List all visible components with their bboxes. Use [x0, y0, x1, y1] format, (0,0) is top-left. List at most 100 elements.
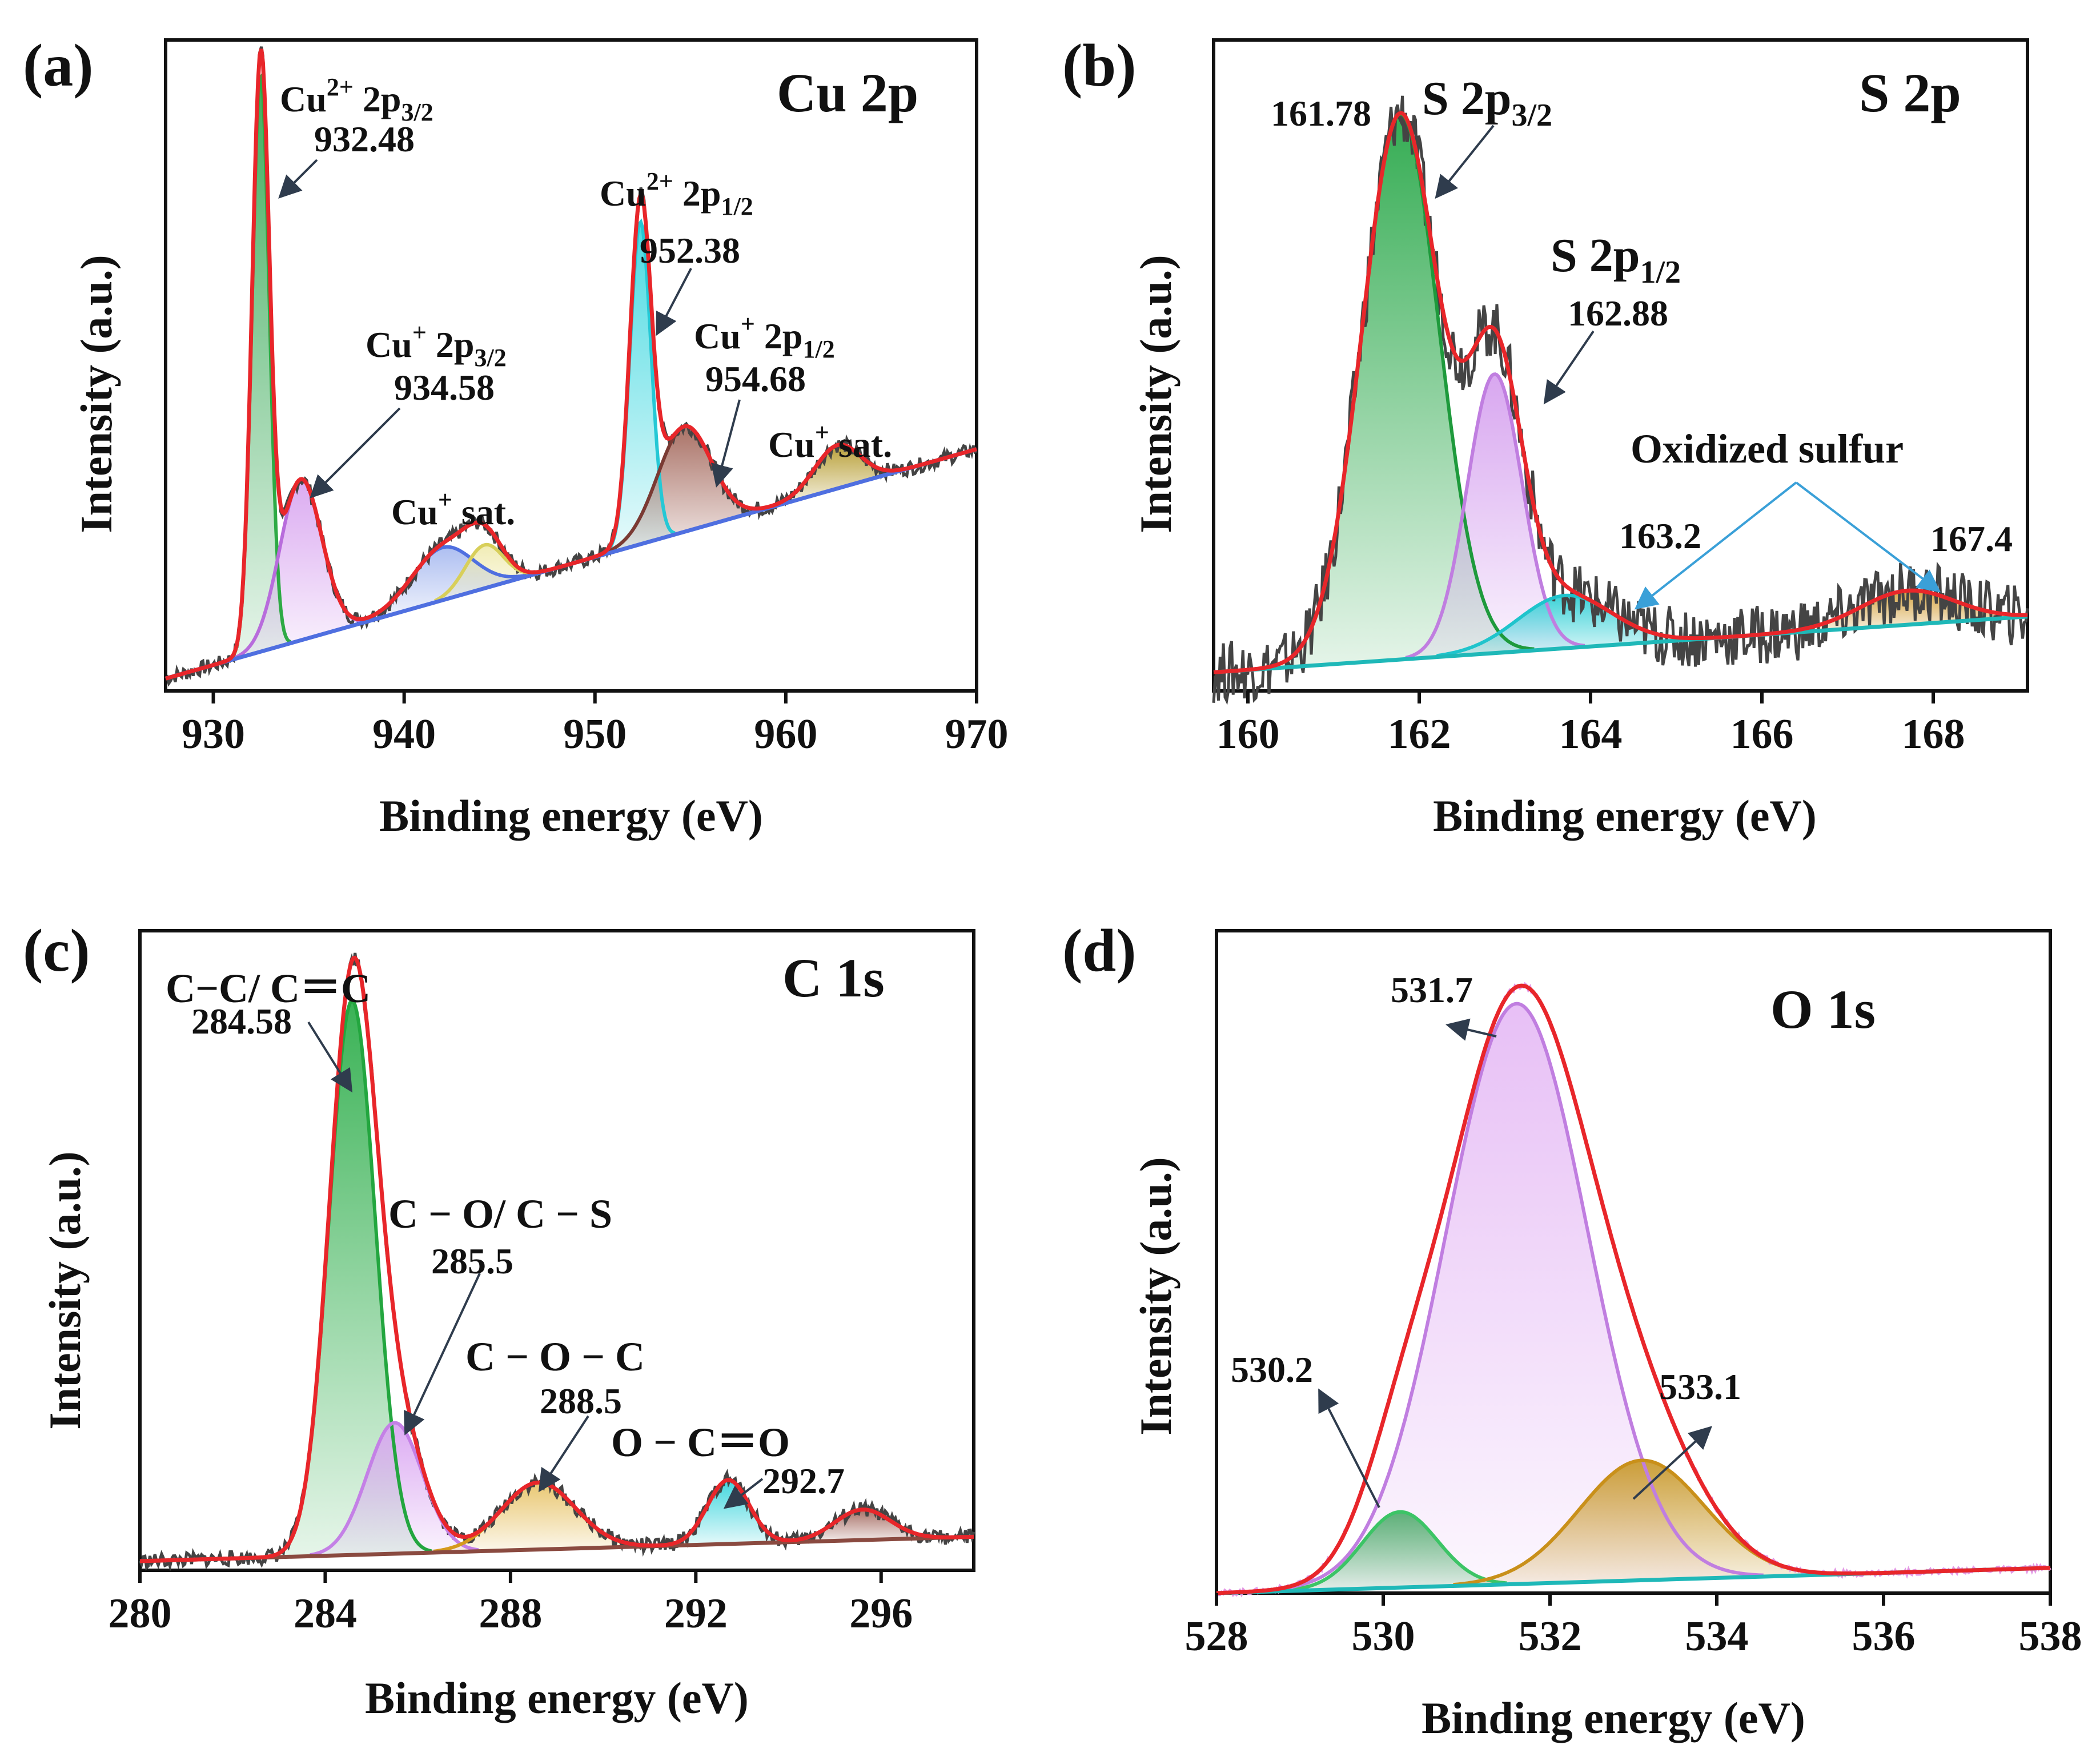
peak-line-b-1 [1405, 372, 1585, 660]
xtick-label-d-5: 538 [2019, 1613, 2082, 1660]
panel-b-letter: (b) [1062, 32, 1137, 99]
ann-s2p32-label: S 2p3/2 [1422, 72, 1552, 133]
ann-s2p12-value: 162.88 [1568, 293, 1668, 333]
peak-fill-b-2 [1436, 595, 1694, 657]
ann-cc-label: C−C/ C＝C [166, 966, 371, 1011]
xtick-label-c-2: 288 [479, 1590, 542, 1637]
ann-cu2-2p32-value: 932.48 [314, 119, 415, 159]
peak-fill-a-6 [777, 444, 897, 506]
ann-coc-value: 288.5 [540, 1381, 622, 1421]
panel-d-letter: (d) [1062, 917, 1137, 984]
panel-d-ylabel: Intensity (a.u.) [1131, 1157, 1181, 1436]
arrow-284 [307, 1021, 353, 1093]
peak-line-c-1 [310, 1421, 479, 1557]
xtick-label-c-1: 284 [294, 1590, 357, 1637]
ann-oco-label: O − C＝O [611, 1420, 790, 1465]
ann-533-value: 533.1 [1659, 1366, 1741, 1407]
panel-a-xlabel: Binding energy (eV) [379, 791, 763, 841]
plot-frame-c [138, 929, 975, 1572]
arrow-932 [278, 159, 318, 199]
raw-data-c [138, 952, 975, 1572]
panel-d: (d) O 1s Binding energy (eV) Intensity (… [1062, 917, 2082, 1743]
ann-s2p32-value: 161.78 [1271, 93, 1371, 134]
panel-b-xlabel: Binding energy (eV) [1433, 791, 1817, 841]
xtick-label-d-2: 532 [1519, 1613, 1582, 1660]
panel-b-ylabel: Intensity (a.u.) [1131, 255, 1181, 533]
ann-cu2-2p12-value: 952.38 [640, 230, 740, 271]
peak-fill-a-1 [235, 479, 366, 659]
envelope-c [139, 955, 974, 1563]
xtick-label-a-0: 930 [182, 711, 245, 758]
ann-cu1-2p32-value: 934.58 [394, 367, 495, 408]
arrow-285 [404, 1273, 481, 1436]
xtick-label-d-4: 536 [1852, 1613, 1916, 1660]
envelope-d [1216, 983, 2051, 1595]
peak-fill-b-0 [1267, 114, 1535, 669]
xtick-label-b-4: 168 [1902, 711, 1965, 758]
panel-a: (a) Cu 2p Binding energy (eV) Intensity … [23, 32, 1009, 841]
baseline-c [139, 1534, 974, 1563]
xtick-label-d-0: 528 [1185, 1613, 1248, 1660]
peak-fill-b-1 [1406, 374, 1585, 660]
xtick-label-a-2: 950 [563, 711, 627, 758]
xtick-label-c-4: 296 [849, 1590, 913, 1637]
peak-fill-a-2 [360, 546, 526, 624]
ann-oco-value: 292.7 [762, 1461, 845, 1501]
peak-fill-d-1 [1270, 1003, 1764, 1592]
ann-167-4: 167.4 [1930, 518, 2013, 559]
panel-a-plot: 930 940 950 960 970 [164, 38, 1009, 758]
baseline-b [1213, 614, 2028, 674]
arrow-161 [1435, 124, 1495, 199]
panel-c-title: C 1s [782, 947, 885, 1008]
panel-a-letter: (a) [23, 32, 94, 99]
panel-a-ylabel: Intensity (a.u.) [71, 255, 121, 533]
peak-fill-a-3 [435, 544, 534, 602]
xtick-label-c-3: 292 [664, 1590, 728, 1637]
xtick-label-a-4: 970 [945, 711, 1009, 758]
arrow-531 [1445, 1018, 1497, 1041]
arrow-oxidized-2 [1795, 481, 1941, 593]
ann-163-2: 163.2 [1619, 516, 1701, 556]
ann-cc-value: 284.58 [191, 1001, 292, 1042]
panel-c-letter: (c) [23, 917, 90, 984]
panel-c: (c) C 1s Binding energy (eV) Intensity (… [23, 917, 975, 1723]
peak-fill-c-4 [793, 1509, 932, 1542]
arrow-954 [710, 399, 741, 488]
xtick-label-a-3: 960 [754, 711, 817, 758]
plot-frame-b [1212, 38, 2029, 693]
xtick-label-a-1: 940 [372, 711, 436, 758]
panel-b-plot: 160 162 164 166 168 [1212, 38, 2029, 758]
arrow-530 [1318, 1388, 1380, 1508]
panel-a-title: Cu 2p [777, 62, 918, 123]
peak-fill-c-0 [271, 1000, 432, 1558]
panel-d-plot: 528 530 532 534 536 538 [1185, 929, 2082, 1660]
ann-530-value: 530.2 [1231, 1349, 1313, 1390]
ann-cu1-2p12-value: 954.68 [705, 359, 806, 399]
xtick-label-b-0: 160 [1216, 711, 1280, 758]
ann-co-label: C − O/ C − S [388, 1191, 612, 1237]
peak-fill-c-3 [670, 1479, 785, 1546]
arrow-934 [310, 407, 401, 498]
xtick-label-b-3: 166 [1730, 711, 1794, 758]
panel-b-title: S 2p [1859, 62, 1961, 123]
arrow-533 [1632, 1426, 1712, 1500]
ann-cu1-2p12-label: Cu+ 2p1/2 [694, 310, 835, 363]
panel-c-ylabel: Intensity (a.u.) [40, 1151, 90, 1430]
peak-fill-d-2 [1453, 1460, 1830, 1586]
peak-line-d-0 [1292, 1510, 1507, 1591]
ann-531-value: 531.7 [1391, 970, 1473, 1010]
ann-cu1-2p32-label: Cu+ 2p3/2 [366, 319, 507, 372]
xtick-label-b-1: 162 [1388, 711, 1451, 758]
panel-b: (b) S 2p Binding energy (eV) Intensity (… [1062, 32, 2029, 841]
arrow-288 [538, 1415, 589, 1493]
panel-c-xlabel: Binding energy (eV) [365, 1673, 749, 1723]
peak-line-d-1 [1270, 1002, 1764, 1592]
ann-oxidized-sulfur: Oxidized sulfur [1631, 426, 1904, 472]
ann-coc-label: C − O − C [465, 1334, 645, 1380]
envelope-a [165, 48, 977, 681]
ann-co-value: 285.5 [431, 1241, 513, 1281]
ann-cu-sat-2: Cu+ sat. [768, 419, 892, 465]
panel-d-xlabel: Binding energy (eV) [1422, 1693, 1805, 1743]
peak-fill-c-1 [310, 1422, 479, 1557]
